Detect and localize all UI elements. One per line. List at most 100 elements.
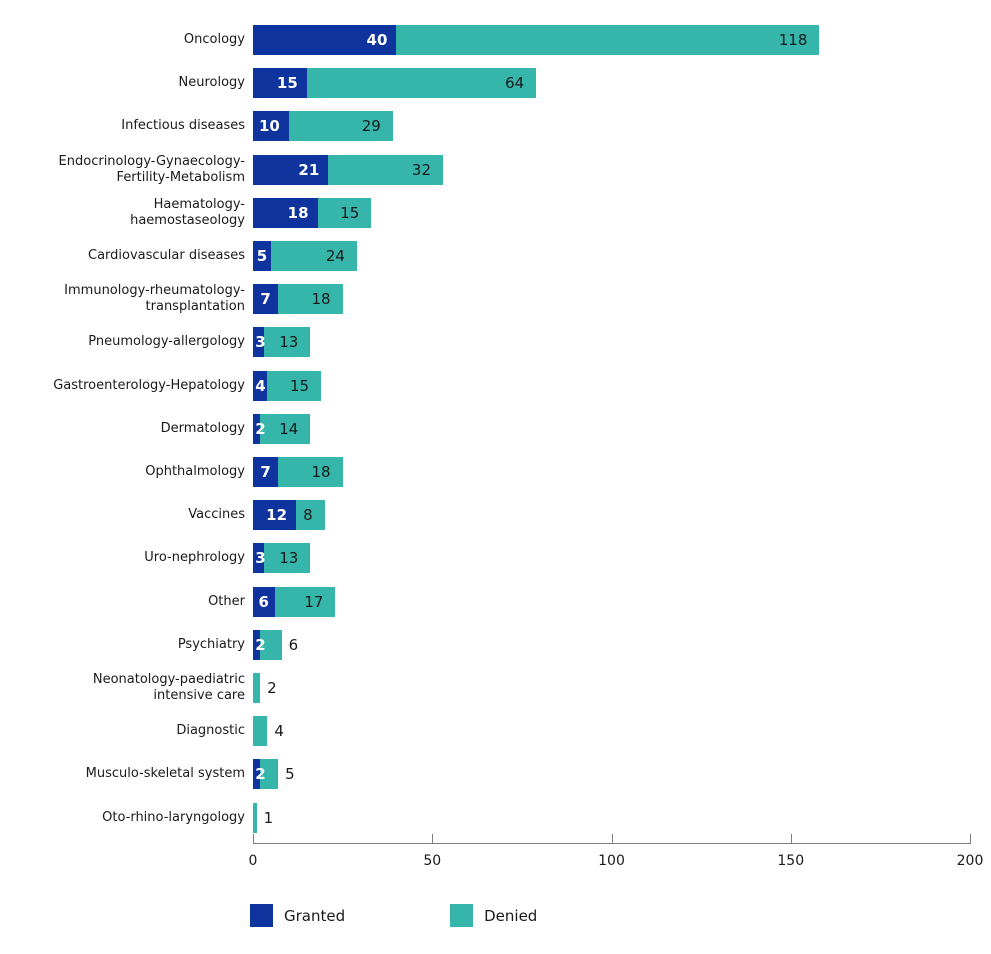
granted-value-label: 2: [255, 419, 266, 438]
bar-row: Neurology 15 64: [0, 68, 991, 99]
bar-row: Musculo-skeletal system 2 5: [0, 759, 991, 790]
bar-row: Vaccines 12 8: [0, 500, 991, 531]
denied-value-label: 5: [285, 765, 295, 784]
denied-bar-segment: [267, 370, 322, 401]
x-axis-tick-label: 100: [598, 853, 625, 869]
legend: Granted Denied: [250, 904, 537, 927]
denied-value-label: 29: [361, 117, 381, 136]
denied-value-label: 6: [288, 635, 299, 654]
denied-value-label: 118: [778, 31, 808, 49]
denied-bar-segment: [278, 457, 343, 487]
granted-bar-segment: [253, 111, 289, 142]
denied-bar-segment: [288, 111, 393, 142]
denied-bar-segment: [396, 25, 820, 55]
granted-value-label: 7: [260, 290, 271, 309]
granted-bar-segment: [253, 68, 307, 99]
bar-row: Immunology-rheumatology-transplantation 7…: [0, 283, 991, 315]
bar-row: Cardiovascular diseases 5 24: [0, 241, 991, 271]
granted-bar-segment: [253, 500, 297, 531]
category-label: Other: [208, 593, 245, 609]
denied-bar-segment: [274, 586, 336, 617]
category-label: Haematology-haemostaseology: [130, 196, 245, 228]
granted-bar-segment: [253, 586, 275, 617]
denied-value-label: 14: [279, 419, 299, 438]
x-axis-tick-mark: [611, 834, 613, 843]
x-axis-tick-mark: [253, 834, 254, 843]
x-axis-line: [253, 843, 971, 844]
denied-value-label: 32: [411, 160, 431, 179]
category-label: Immunology-rheumatology-transplantation: [64, 283, 245, 315]
granted-value-label: 3: [255, 333, 266, 352]
x-axis-tick-label: 200: [956, 853, 984, 869]
x-axis-tick-label: 150: [777, 853, 805, 869]
denied-bar-segment: [328, 154, 443, 185]
granted-value-label: 5: [256, 247, 268, 265]
category-label: Psychiatry: [177, 636, 245, 652]
granted-bar-segment: [253, 284, 279, 315]
denied-value-label: 17: [304, 592, 324, 611]
category-label: Musculo-skeletal system: [85, 766, 245, 782]
category-label: Ophthalmology: [145, 464, 245, 479]
denied-value-label: 15: [290, 376, 310, 395]
bar-row: Dermatology 2 14: [0, 413, 991, 444]
denied-bar-segment: [253, 802, 257, 833]
bar-row: Diagnostic 4: [0, 716, 991, 747]
denied-bar-segment: [296, 500, 325, 531]
legend-item-denied: Denied: [450, 904, 537, 927]
category-label: Oto-rhino-laryngology: [102, 809, 245, 825]
category-label: Neurology: [178, 75, 246, 91]
granted-bar-segment: [253, 457, 279, 487]
category-label: Gastroenterology-Hepatology: [53, 377, 245, 393]
denied-bar-segment: [317, 197, 372, 228]
category-label: Pneumology-allergology: [88, 334, 245, 350]
granted-value-label: 10: [258, 117, 280, 136]
denied-bar-segment: [263, 327, 311, 358]
legend-item-granted: Granted: [250, 904, 345, 927]
denied-value-label: 8: [303, 506, 313, 525]
denied-bar-segment: [263, 543, 311, 574]
granted-value-label: 4: [255, 376, 266, 395]
bar-row: Oncology 40 118: [0, 25, 991, 55]
denied-value-label: 13: [279, 333, 299, 352]
denied-bar-segment: [278, 284, 343, 315]
x-axis-tick-mark: [432, 834, 434, 843]
bar-row: Infectious diseases 10 29: [0, 111, 991, 142]
granted-bar-segment: [253, 629, 261, 660]
granted-value-label: 2: [255, 765, 266, 784]
x-axis-tick-mark: [970, 834, 971, 843]
bar-row: Gastroenterology-Hepatology 4 15: [0, 370, 991, 401]
denied-bar-segment: [306, 68, 537, 99]
granted-bar-segment: [253, 241, 271, 271]
granted-color-swatch: [250, 904, 273, 927]
denied-value-label: 1: [263, 808, 274, 827]
denied-bar-segment: [253, 716, 268, 747]
bar-row: Ophthalmology 7 18: [0, 457, 991, 487]
denied-value-label: 18: [311, 290, 331, 309]
denied-color-swatch: [450, 904, 474, 927]
bar-row: Uro-nephrology 3 13: [0, 543, 991, 574]
granted-bar-segment: [253, 154, 329, 185]
bar-row: Haematology-haemostaseology 18 15: [0, 196, 991, 228]
granted-value-label: 7: [260, 463, 271, 481]
denied-value-label: 18: [311, 463, 331, 481]
denied-value-label: 64: [505, 74, 525, 93]
denied-value-label: 4: [274, 722, 284, 741]
granted-bar-segment: [253, 370, 268, 401]
bar-row: Psychiatry 2 6: [0, 629, 991, 660]
category-label: Uro-nephrology: [144, 550, 245, 566]
granted-bar-segment: [253, 197, 318, 228]
denied-value-label: 24: [325, 247, 345, 265]
category-label: Dermatology: [160, 420, 245, 436]
bar-row: Oto-rhino-laryngology 1: [0, 802, 991, 833]
granted-value-label: 18: [287, 203, 309, 222]
denied-value-label: 2: [267, 679, 277, 697]
category-label: Infectious diseases: [121, 118, 245, 134]
denied-bar-segment: [260, 413, 311, 444]
granted-bar-segment: [253, 25, 397, 55]
granted-value-label: 12: [266, 506, 288, 525]
denied-bar-segment: [260, 759, 279, 790]
legend-label-granted: Granted: [284, 906, 346, 925]
denied-bar-segment: [270, 241, 357, 271]
denied-bar-segment: [253, 673, 261, 703]
